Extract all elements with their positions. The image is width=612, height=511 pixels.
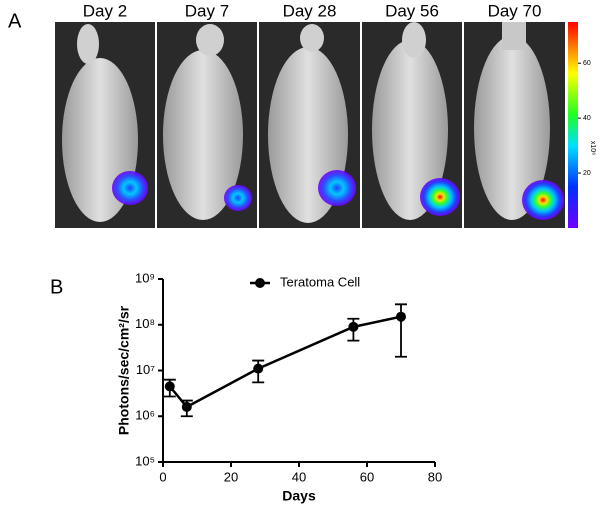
- x-tick-label: 40: [292, 469, 306, 484]
- legend-marker: [255, 278, 265, 288]
- data-point: [253, 363, 264, 374]
- panel-label: A: [8, 10, 22, 32]
- colorbar-tick-label: 60: [583, 60, 591, 67]
- x-axis-label: Days: [282, 488, 316, 504]
- mouse-image: [464, 22, 565, 228]
- series-line: [168, 315, 402, 409]
- image-title: Day 7: [185, 1, 229, 20]
- y-tick-label: 10⁵: [135, 453, 155, 468]
- x-tick-label: 80: [428, 469, 442, 484]
- y-tick-label: 10⁹: [135, 270, 155, 285]
- panel-label: B: [50, 276, 63, 298]
- x-tick-label: 0: [159, 469, 166, 484]
- image-title: Day 28: [283, 1, 337, 20]
- mouse-images: [55, 22, 578, 228]
- colorbar-tick-label: 20: [583, 170, 591, 177]
- data-point: [348, 321, 359, 332]
- colorbar-label: x10⁶: [589, 141, 596, 155]
- image-title: Day 2: [83, 1, 127, 20]
- y-tick-label: 10⁸: [135, 316, 155, 331]
- colorbar: [568, 22, 578, 228]
- mouse-image: [362, 22, 462, 228]
- y-tick-label: 10⁷: [136, 362, 155, 377]
- colorbar-tick-label: 40: [583, 115, 591, 122]
- x-tick-label: 60: [360, 469, 374, 484]
- x-tick-label: 20: [224, 469, 238, 484]
- mouse-image: [55, 22, 155, 228]
- data-point: [164, 381, 175, 392]
- image-title: Day 56: [385, 1, 439, 20]
- y-axis-label: Photons/sec/cm²/sr: [116, 305, 132, 435]
- y-tick-label: 10⁶: [135, 408, 155, 423]
- image-title: Day 70: [488, 1, 542, 20]
- mouse-image: [157, 22, 257, 228]
- legend-label: Teratoma Cell: [280, 274, 360, 289]
- data-point: [396, 311, 406, 322]
- data-point: [181, 401, 192, 412]
- mouse-image: [259, 22, 360, 228]
